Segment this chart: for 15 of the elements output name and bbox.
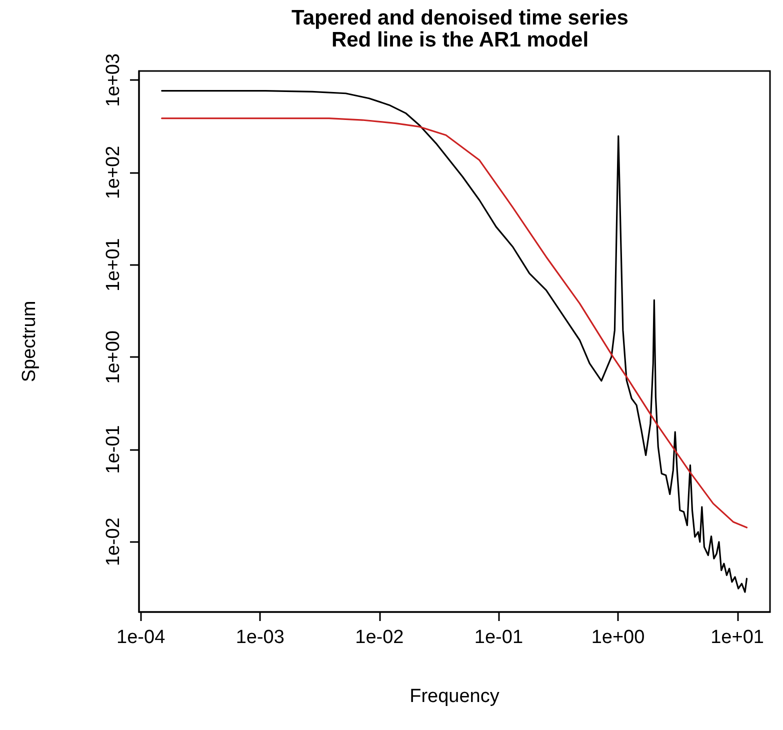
x-tick-label: 1e-02: [355, 627, 404, 648]
x-tick-label: 1e-04: [116, 627, 166, 648]
y-tick-label: 1e+03: [103, 53, 124, 107]
x-tick-label: 1e+01: [710, 627, 764, 648]
y-tick-label: 1e-01: [103, 425, 124, 474]
x-tick-label: 1e-03: [236, 627, 284, 648]
chart-title: Tapered and denoised time series Red line is the AR1 model: [292, 6, 628, 52]
y-tick-label: 1e-02: [103, 518, 124, 566]
y-tick-label: 1e+01: [103, 238, 124, 292]
y-tick-label: 1e+02: [103, 146, 124, 200]
x-tick-label: 1e-01: [474, 627, 524, 648]
x-axis-title: Frequency: [410, 686, 500, 707]
y-tick-label: 1e+00: [103, 330, 124, 384]
x-tick-label: 1e+00: [591, 627, 645, 648]
y-axis-title: Spectrum: [19, 300, 40, 382]
